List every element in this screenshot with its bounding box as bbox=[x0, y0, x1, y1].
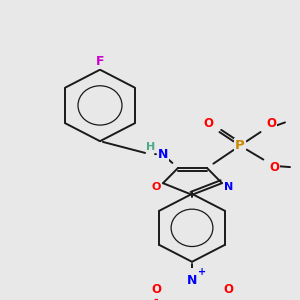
Text: O: O bbox=[151, 283, 161, 296]
Text: O: O bbox=[269, 161, 279, 175]
Text: O: O bbox=[223, 283, 233, 296]
Text: O: O bbox=[151, 182, 161, 192]
Text: N: N bbox=[187, 274, 197, 287]
Text: O: O bbox=[266, 117, 276, 130]
Text: N: N bbox=[224, 182, 234, 192]
Text: N: N bbox=[158, 148, 168, 161]
Text: +: + bbox=[198, 267, 206, 277]
Text: O: O bbox=[203, 117, 213, 130]
Text: F: F bbox=[96, 55, 104, 68]
Text: -: - bbox=[154, 294, 158, 300]
Text: P: P bbox=[235, 139, 245, 152]
Text: H: H bbox=[146, 142, 156, 152]
